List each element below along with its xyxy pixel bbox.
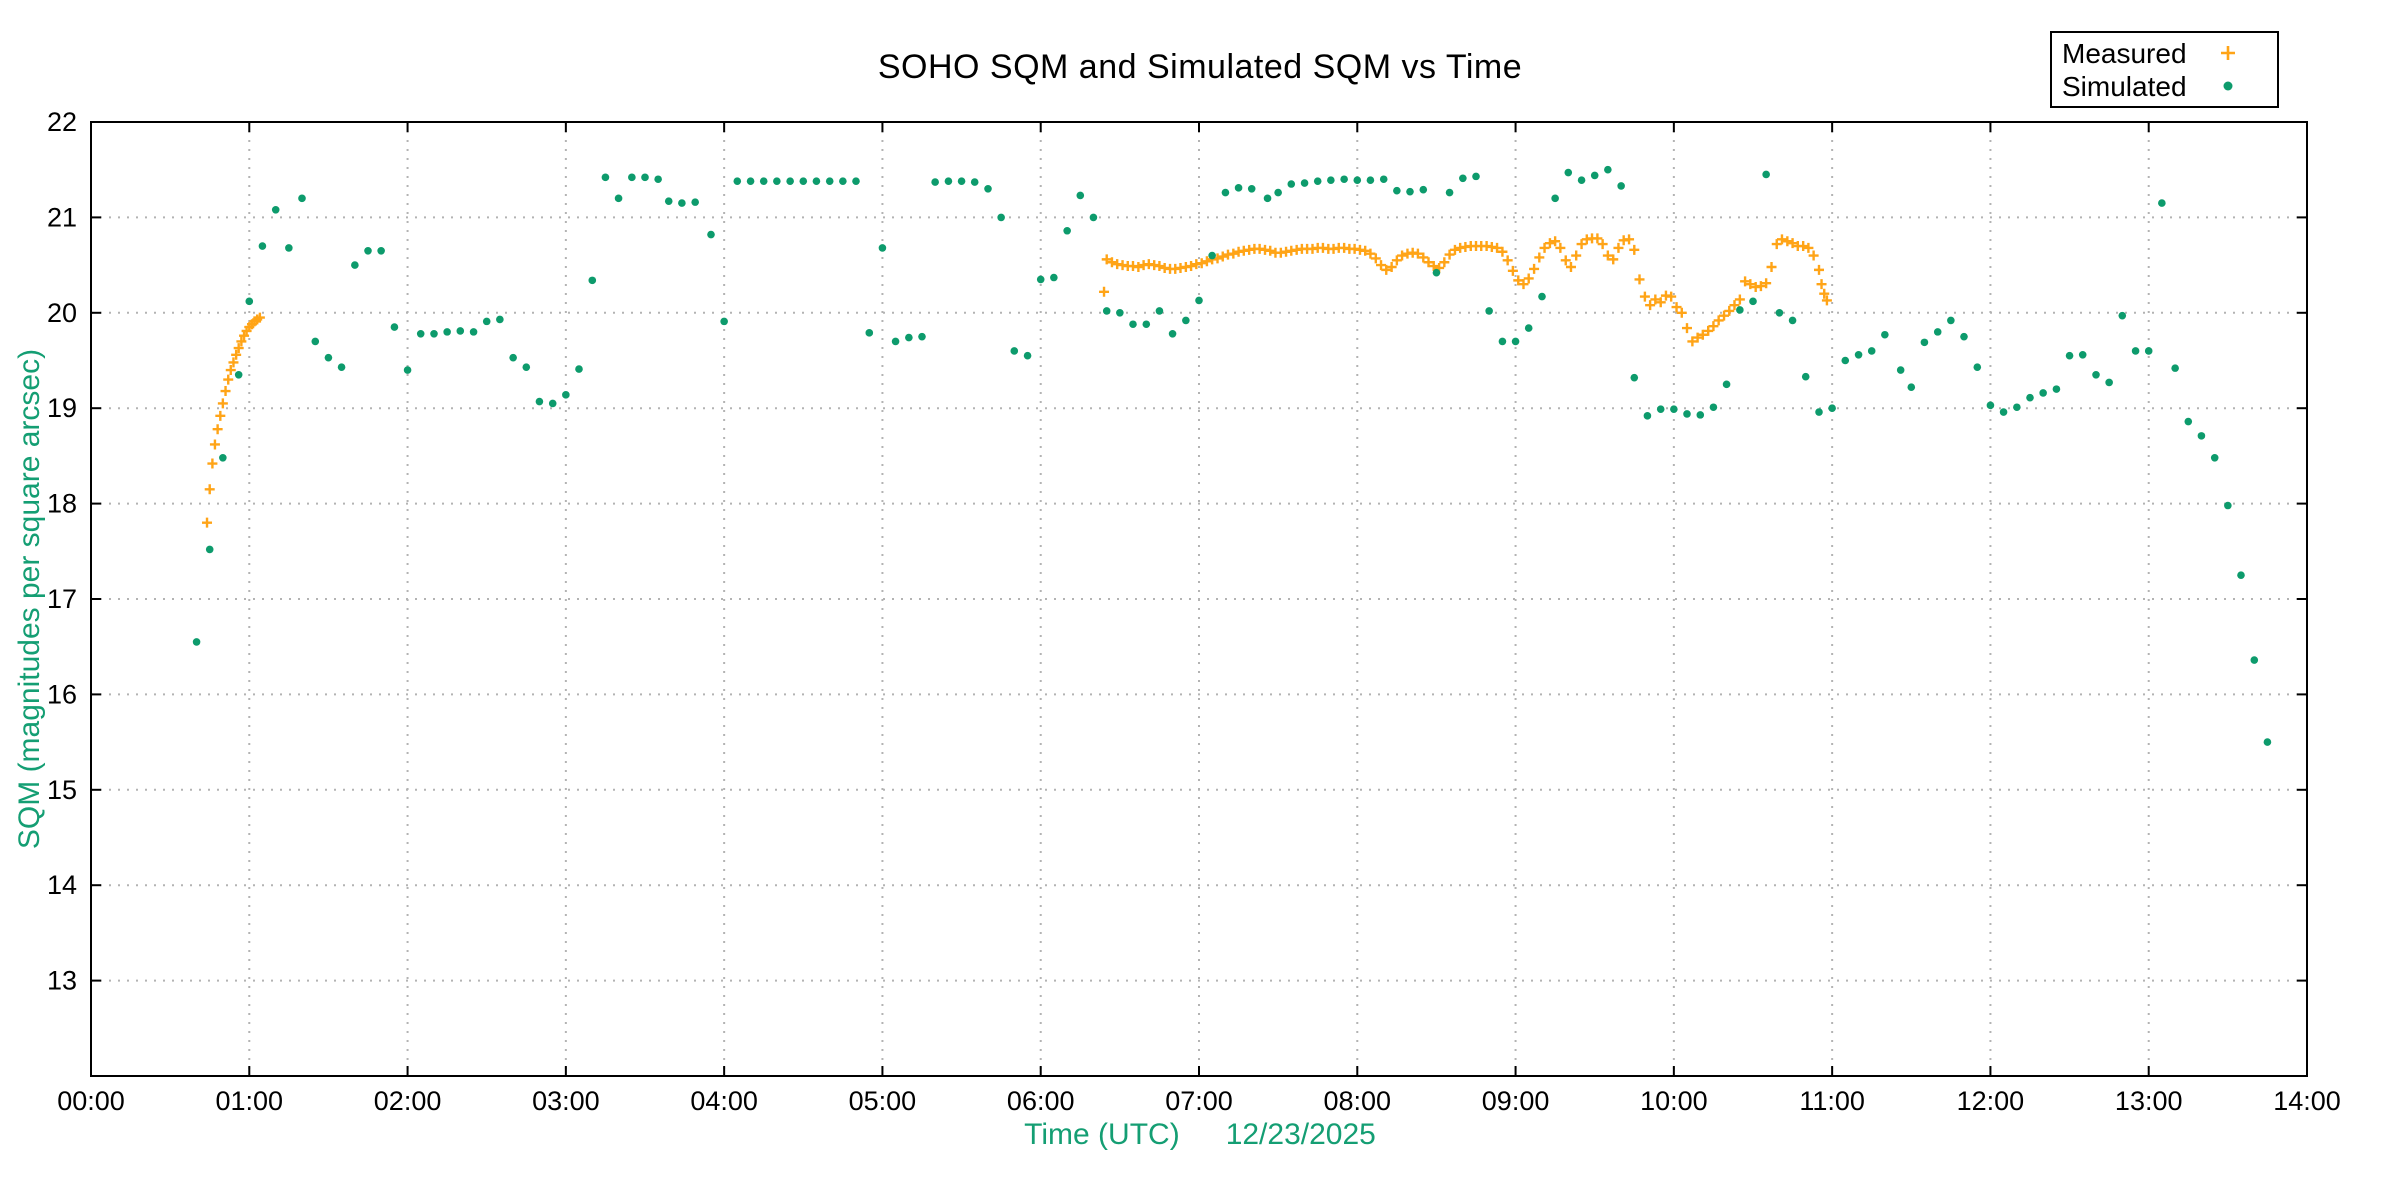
- plus-icon: [2221, 46, 2235, 60]
- y-axis-label: SQM (magnitudes per square arcsec): [13, 348, 46, 850]
- x-tick-label: 05:00: [849, 1086, 917, 1116]
- plot-border: [90, 121, 2308, 1077]
- x-axis-date-label: 12/23/2025: [1225, 1118, 1376, 1151]
- legend-item-simulated: Simulated: [2052, 70, 2277, 103]
- y-tick-label: 19: [47, 393, 77, 423]
- y-tick-label: 17: [47, 584, 77, 614]
- y-tick-label: 14: [47, 870, 77, 900]
- x-tick-label: 07:00: [1165, 1086, 1233, 1116]
- chart-title: SOHO SQM and Simulated SQM vs Time: [877, 48, 1523, 86]
- dot-icon: [2223, 81, 2233, 91]
- x-tick-label: 00:00: [57, 1086, 125, 1116]
- x-tick-label: 04:00: [690, 1086, 758, 1116]
- legend-label-simulated: Simulated: [2062, 70, 2187, 102]
- x-tick-label: 13:00: [2115, 1086, 2183, 1116]
- legend-box: Measured Simulated: [2050, 31, 2279, 108]
- x-tick-label: 12:00: [1957, 1086, 2025, 1116]
- x-tick-label: 09:00: [1482, 1086, 1550, 1116]
- legend-label-measured: Measured: [2062, 37, 2187, 69]
- y-tick-label: 15: [47, 775, 77, 805]
- measured-series: [202, 233, 1832, 528]
- x-tick-label: 06:00: [1007, 1086, 1075, 1116]
- y-tick-label: 20: [47, 298, 77, 328]
- x-tick-label: 03:00: [532, 1086, 600, 1116]
- simulated-series: [192, 165, 2272, 746]
- y-tick-labels: 13 14 15 16 17 18 19 20 21 22: [47, 107, 77, 996]
- legend-item-measured: Measured: [2052, 37, 2277, 70]
- x-tick-label: 01:00: [215, 1086, 283, 1116]
- x-tick-labels: 00:00 01:00 02:00 03:00 04:00 05:00 06:00 07:00…: [57, 1086, 2341, 1116]
- y-tick-label: 18: [47, 489, 77, 519]
- x-tick-label: 08:00: [1323, 1086, 1391, 1116]
- x-axis-label-text: Time (UTC): [1024, 1118, 1180, 1151]
- y-tick-label: 21: [47, 202, 77, 232]
- x-axis-label: Time (UTC) 12/23/2025: [0, 1118, 2400, 1152]
- y-tick-label: 16: [47, 679, 77, 709]
- x-tick-label: 14:00: [2273, 1086, 2341, 1116]
- x-tick-label: 10:00: [1640, 1086, 1708, 1116]
- gridlines: [91, 122, 2307, 1076]
- x-tick-label: 02:00: [374, 1086, 442, 1116]
- y-tick-label: 22: [47, 107, 77, 137]
- y-tick-label: 13: [47, 966, 77, 996]
- x-tick-label: 11:00: [1799, 1086, 1865, 1116]
